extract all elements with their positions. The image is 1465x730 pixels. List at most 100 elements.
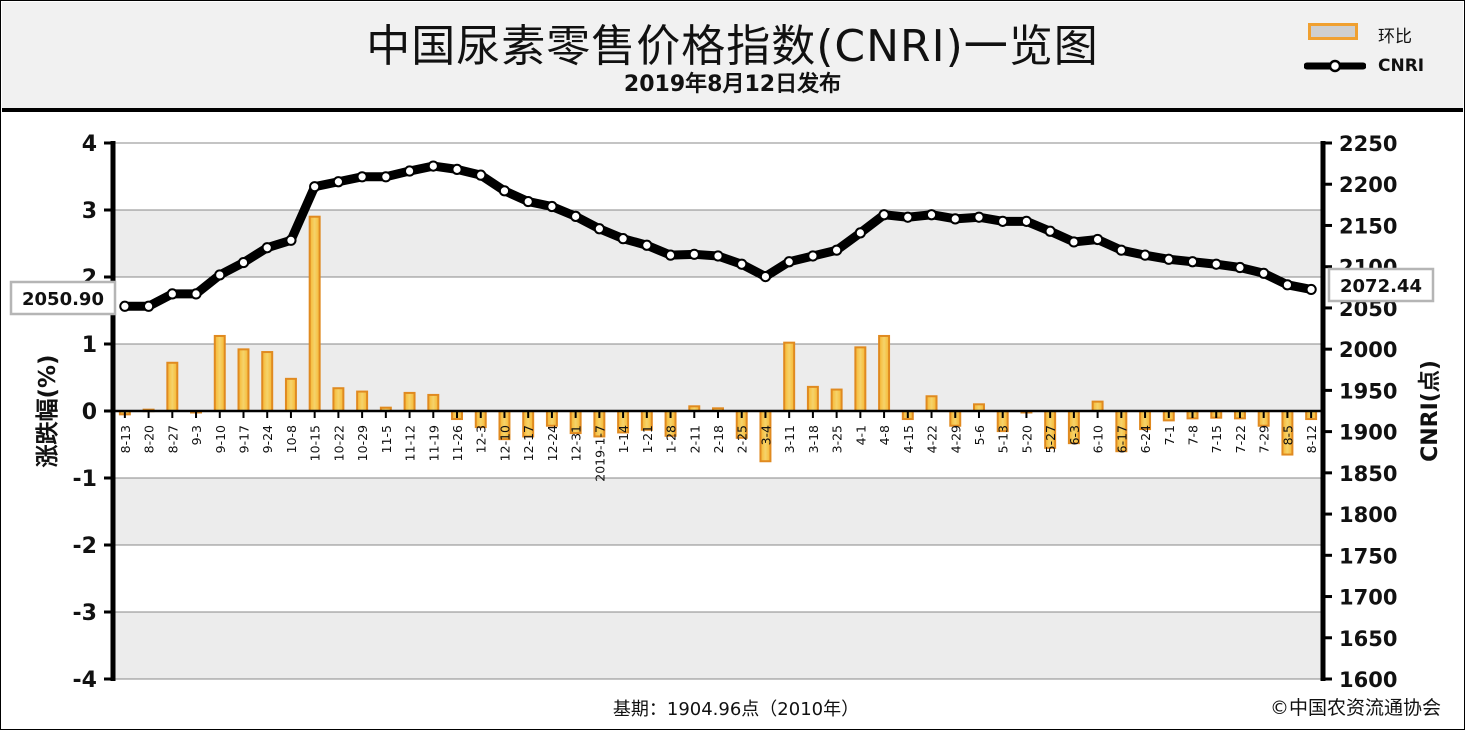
x-tick-label: 9-10 xyxy=(213,425,228,453)
x-tick-label: 11-12 xyxy=(403,425,418,461)
left-tick-label: -4 xyxy=(73,668,97,693)
cnri-point-12-3 xyxy=(475,169,487,181)
cnri-point-5-13 xyxy=(997,215,1009,227)
right-tick-label: 1800 xyxy=(1339,503,1397,527)
x-tick-label: 7-15 xyxy=(1209,425,1224,453)
left-tick-label: 4 xyxy=(82,132,97,157)
chart-header: 中国尿素零售价格指数(CNRI)一览图 2019年8月12日发布 环比 CNRI xyxy=(2,2,1463,112)
x-tick-label: 3-11 xyxy=(782,425,797,453)
x-tick-label: 3-4 xyxy=(758,425,773,445)
bar-3-11 xyxy=(783,341,796,412)
x-tick-label: 8-27 xyxy=(165,425,180,453)
x-tick-label: 12-10 xyxy=(497,425,512,461)
cnri-point-12-31 xyxy=(570,210,582,222)
left-tick-label: 1 xyxy=(82,333,97,358)
cnri-point-3-18 xyxy=(807,250,819,262)
cnri-point-7-8 xyxy=(1186,256,1199,268)
left-tick-label: -3 xyxy=(73,601,97,626)
cnri-point-9-10 xyxy=(214,269,226,281)
cnri-point-7-15 xyxy=(1210,258,1222,270)
x-tick-label: 9-3 xyxy=(189,425,204,445)
x-tick-label: 5-27 xyxy=(1043,425,1058,453)
cnri-point-6-3 xyxy=(1068,236,1080,248)
base-period-note: 基期：1904.96点（2010年） xyxy=(612,699,860,720)
bar-11-19 xyxy=(427,393,440,413)
x-tick-label: 7-29 xyxy=(1257,425,1272,453)
cnri-point-7-1 xyxy=(1163,253,1175,265)
cnri-point-7-22 xyxy=(1234,261,1246,274)
bar-10-22 xyxy=(332,387,345,413)
bar-10-8 xyxy=(284,377,297,412)
x-tick-label: 3-18 xyxy=(806,425,821,453)
legend: 环比 CNRI xyxy=(1304,20,1454,90)
cnri-point-5-27 xyxy=(1044,225,1056,237)
cnri-point-2-18 xyxy=(712,250,724,262)
x-tick-label: 4-8 xyxy=(877,425,892,445)
cnri-point-9-17 xyxy=(237,256,250,269)
x-tick-label: 4-22 xyxy=(925,425,940,453)
right-tick-label: 2150 xyxy=(1339,214,1397,238)
chart-subtitle: 2019年8月12日发布 xyxy=(623,72,842,97)
legend-item-bar: 环比 xyxy=(1304,20,1454,47)
cnri-point-4-29 xyxy=(949,213,961,225)
left-tick-label: 3 xyxy=(82,199,97,224)
cnri-point-1-21 xyxy=(641,239,653,251)
legend-line-label: CNRI xyxy=(1378,56,1425,76)
x-tick-label: 1-21 xyxy=(640,425,655,453)
cnri-point-9-3 xyxy=(190,288,202,300)
start-value-label: 2050.90 xyxy=(22,289,104,310)
bar-10-15 xyxy=(308,215,321,412)
bar-4-8 xyxy=(878,334,891,412)
x-tick-label: 12-3 xyxy=(474,425,489,453)
x-tick-label: 8-13 xyxy=(118,425,133,453)
x-tick-label: 12-17 xyxy=(521,425,536,461)
cnri-point-12-24 xyxy=(546,200,558,213)
x-tick-label: 7-8 xyxy=(1186,425,1201,445)
bar-3-18 xyxy=(806,385,819,413)
x-tick-label: 6-3 xyxy=(1067,425,1082,445)
left-tick-label: -1 xyxy=(73,467,97,492)
chart-title: 中国尿素零售价格指数(CNRI)一览图 xyxy=(366,21,1099,72)
x-tick-label: 9-24 xyxy=(260,425,275,453)
cnri-point-4-15 xyxy=(902,211,914,223)
x-tick-label: 7-22 xyxy=(1233,425,1248,453)
x-tick-label: 11-26 xyxy=(450,425,465,461)
bar-9-10 xyxy=(213,334,226,412)
x-tick-label: 2-11 xyxy=(687,425,702,453)
x-tick-label: 10-29 xyxy=(355,425,370,461)
right-tick-label: 1600 xyxy=(1339,668,1397,692)
cnri-point-11-19 xyxy=(427,160,439,172)
cnri-point-3-11 xyxy=(783,256,795,268)
legend-bar-swatch xyxy=(1308,23,1358,40)
x-tick-label: 5-13 xyxy=(996,425,1011,453)
right-tick-label: 1950 xyxy=(1339,379,1397,403)
cnri-point-1-28 xyxy=(664,249,677,261)
x-tick-label: 4-29 xyxy=(948,425,963,453)
bar-3-25 xyxy=(830,388,843,412)
cnri-point-3-25 xyxy=(831,244,843,256)
cnri-point-9-24 xyxy=(261,242,273,254)
right-tick-label: 2250 xyxy=(1339,132,1397,156)
x-tick-label: 3-25 xyxy=(830,425,845,453)
cnri-point-8-20 xyxy=(142,300,155,312)
x-tick-label: 6-10 xyxy=(1091,425,1106,453)
x-tick-label: 8-12 xyxy=(1304,425,1319,453)
cnri-point-5-6 xyxy=(973,211,985,223)
x-tick-label: 9-17 xyxy=(236,425,251,453)
cnri-point-7-29 xyxy=(1258,267,1270,279)
x-tick-label: 2-25 xyxy=(735,425,750,453)
legend-line-swatch xyxy=(1304,59,1366,73)
cnri-point-8-5 xyxy=(1281,279,1294,291)
bar-6-10 xyxy=(1091,400,1104,412)
x-tick-label: 10-15 xyxy=(308,425,323,461)
right-tick-label: 1650 xyxy=(1339,627,1397,651)
cnri-point-2-25 xyxy=(736,258,748,270)
cnri-point-4-22 xyxy=(925,209,938,221)
cnri-point-11-5 xyxy=(380,171,392,183)
grid-band xyxy=(113,612,1323,679)
x-tick-label: 11-5 xyxy=(379,425,394,453)
x-tick-label: 4-1 xyxy=(853,425,868,445)
right-tick-label: 2000 xyxy=(1339,338,1397,362)
cnri-point-8-13 xyxy=(119,300,131,312)
cnri-point-11-12 xyxy=(403,165,416,177)
